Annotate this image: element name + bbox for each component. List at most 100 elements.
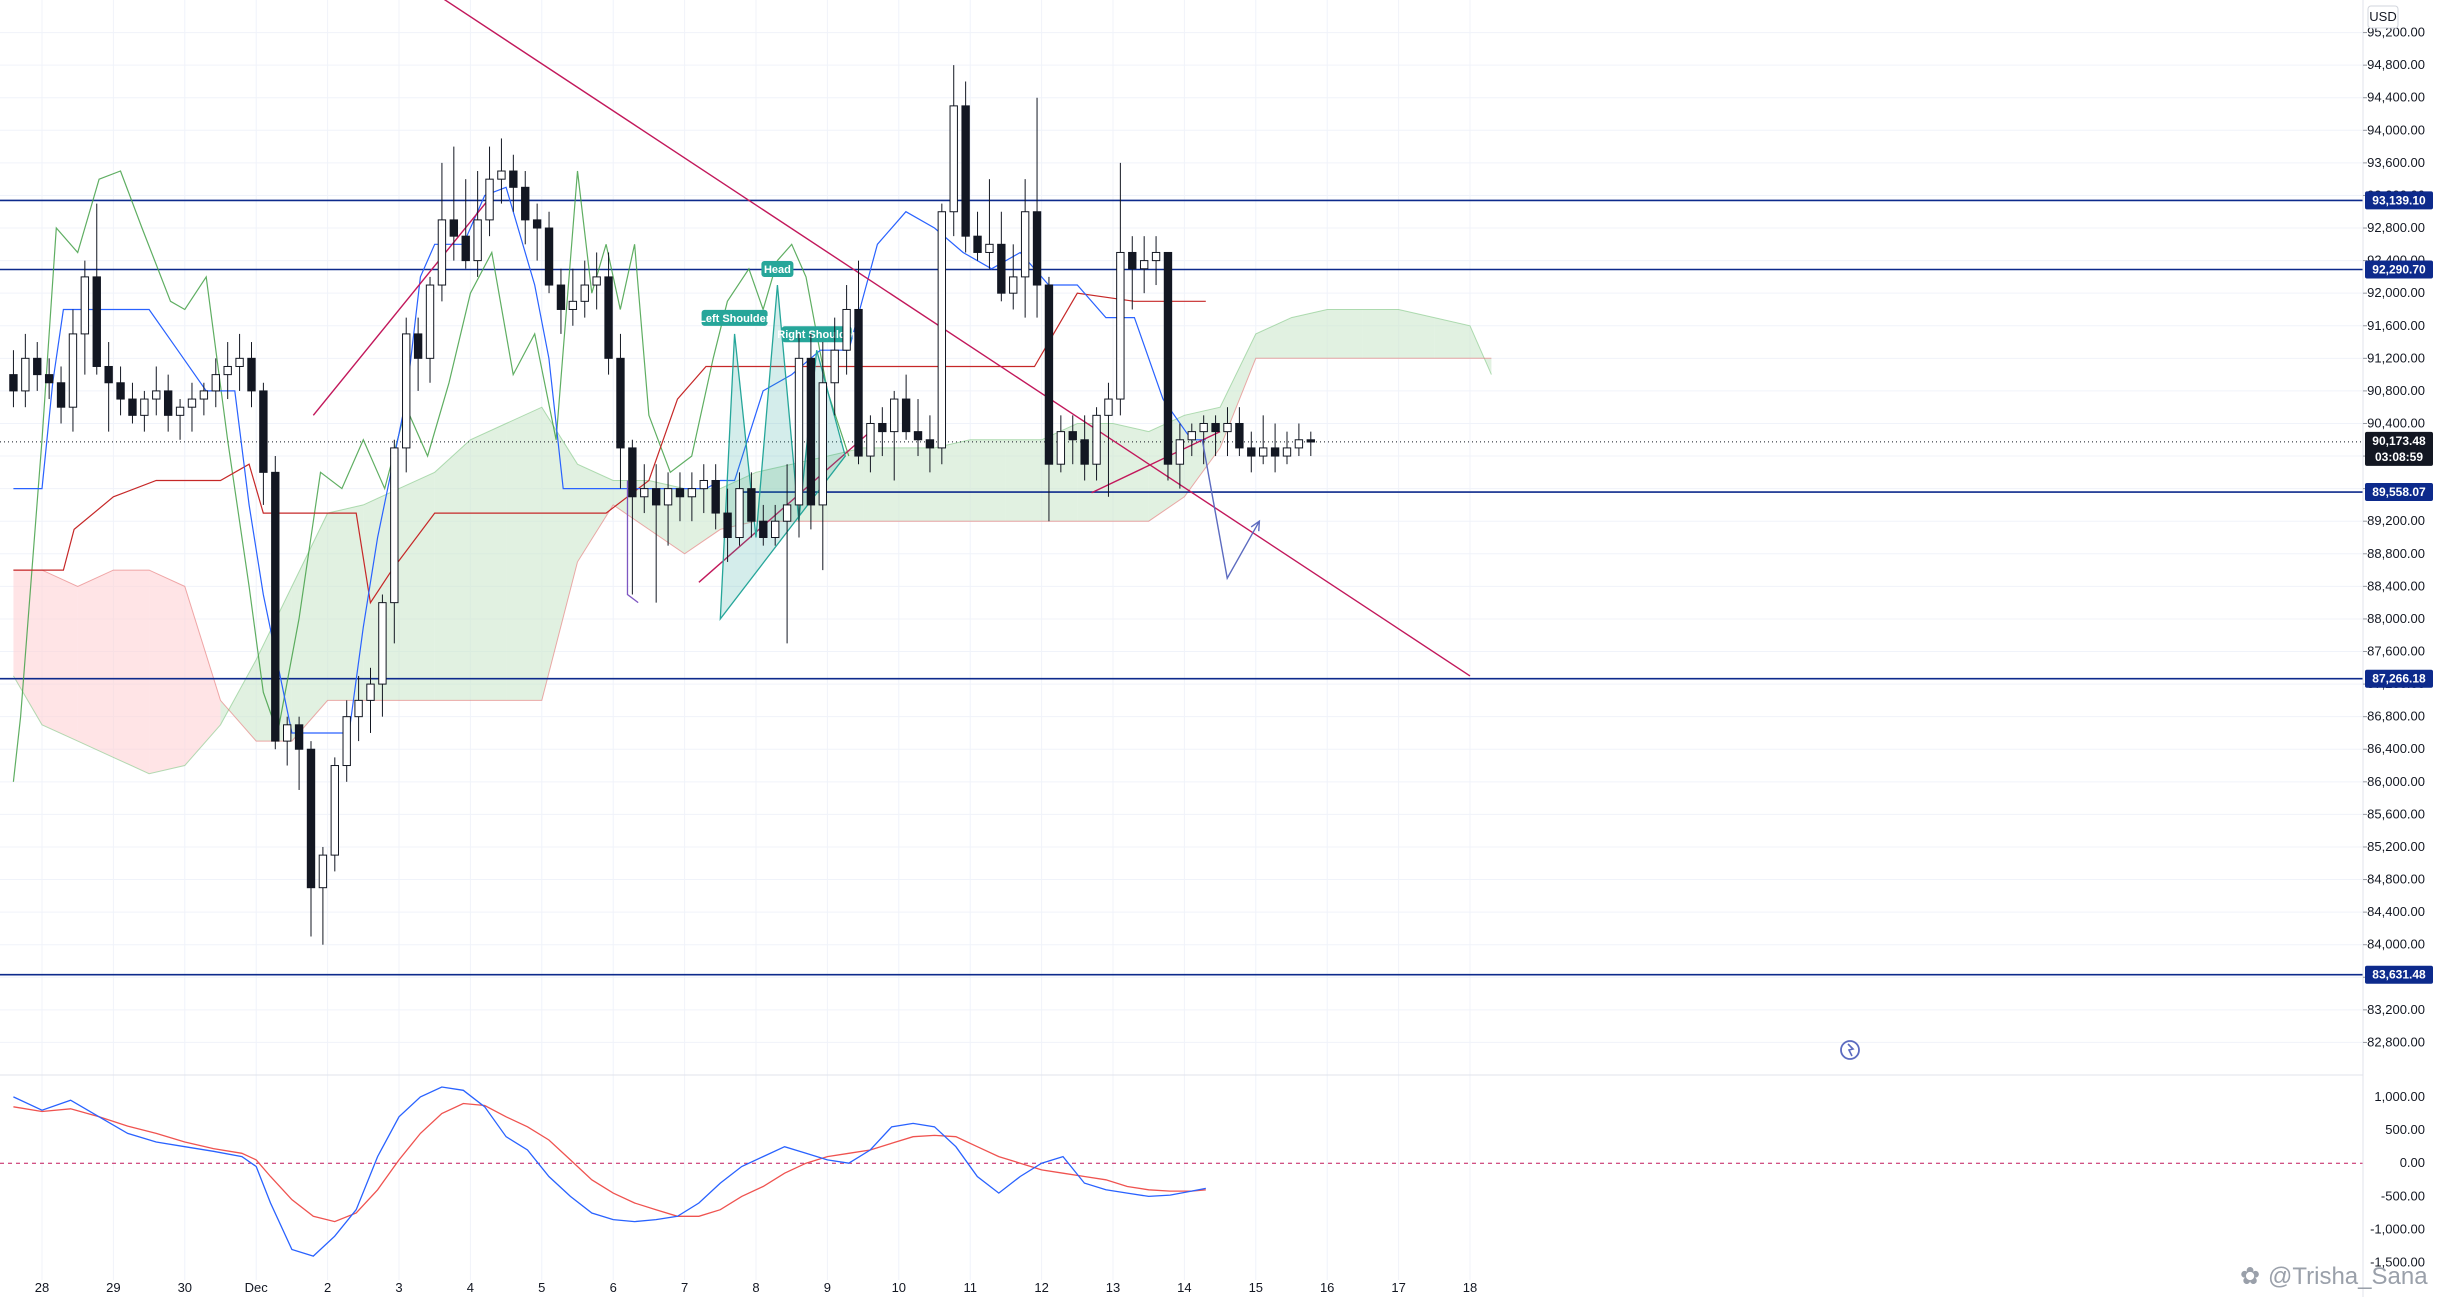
pattern-label-box[interactable] [701,309,768,326]
candle-body[interactable] [402,333,411,449]
candle-body[interactable] [140,398,149,416]
candle-body[interactable] [1223,422,1232,433]
candle-body[interactable] [1068,431,1077,441]
candle-body[interactable] [92,276,101,367]
candle-body[interactable] [842,308,851,351]
candle-body[interactable] [651,488,661,506]
candle-body[interactable] [271,471,280,742]
candle-body[interactable] [759,520,768,538]
candle-body[interactable] [675,488,685,498]
candle-body[interactable] [283,724,292,742]
candle-body[interactable] [663,488,673,506]
candle-body[interactable] [235,357,244,367]
price-axis[interactable]: 95,200.0094,800.0094,400.0094,000.0093,6… [2363,25,2425,1050]
candle-body[interactable] [175,406,185,416]
candle-body[interactable] [187,398,197,408]
candle-body[interactable] [925,439,935,449]
candle-body[interactable] [1128,251,1137,270]
candle-body[interactable] [1116,251,1125,400]
candle-body[interactable] [1270,447,1280,457]
candle-body[interactable] [1020,211,1030,278]
trendline[interactable] [312,195,493,416]
candle-body[interactable] [306,748,316,889]
pattern-label-box[interactable] [761,261,794,278]
candle-body[interactable] [1056,431,1066,465]
candle-body[interactable] [21,357,30,392]
candle-body[interactable] [437,219,447,286]
candle-body[interactable] [247,357,256,392]
candle-body[interactable] [1199,422,1208,433]
candle-body[interactable] [211,374,220,392]
candle-body[interactable] [1259,447,1268,457]
candle-body[interactable] [128,398,137,416]
candle-body[interactable] [223,365,232,376]
candle-body[interactable] [628,447,637,498]
candle-body[interactable] [1080,439,1089,465]
candle-body[interactable] [56,382,66,408]
candle-body[interactable] [973,235,982,253]
candle-body[interactable] [485,178,494,221]
candle-body[interactable] [44,374,54,384]
projection-path[interactable] [626,439,1261,604]
candle-body[interactable] [259,390,268,473]
candle-body[interactable] [818,382,827,506]
candle-body[interactable] [163,390,173,416]
candle-body[interactable] [830,349,839,384]
candle-body[interactable] [378,602,387,685]
candle-body[interactable] [521,186,530,221]
horizontal-levels[interactable] [0,199,2363,976]
candle-body[interactable] [699,479,708,490]
candle-body[interactable] [33,357,42,376]
candle-body[interactable] [104,365,113,384]
candle-body[interactable] [1247,447,1256,457]
candle-body[interactable] [1235,422,1244,449]
candle-body[interactable] [1187,431,1196,441]
candle-body[interactable] [937,211,947,449]
candle-body[interactable] [390,447,399,604]
candles[interactable] [9,65,1315,945]
candle-body[interactable] [1211,422,1220,433]
candle-body[interactable] [1032,211,1042,286]
candle-body[interactable] [806,357,816,506]
candle-body[interactable] [901,398,911,433]
trendline[interactable] [1091,430,1221,494]
candle-body[interactable] [556,284,566,310]
candle-body[interactable] [473,219,482,262]
time-axis[interactable]: 28 29 30 Dec 2 3 4 5 6 7 8 9 10 11 12 13 14 15 16 17 18 [35,1280,1477,1295]
candle-body[interactable] [794,357,804,506]
candle-body[interactable] [366,683,375,701]
candle-body[interactable] [985,243,994,253]
candle-body[interactable] [294,724,304,750]
candle-body[interactable] [1294,439,1304,449]
candle-body[interactable] [878,422,887,433]
candle-body[interactable] [1044,284,1054,465]
candle-body[interactable] [413,333,423,359]
candle-body[interactable] [580,284,589,302]
candle-body[interactable] [961,105,970,237]
candle-body[interactable] [532,219,542,229]
candle-body[interactable] [1175,439,1185,465]
candle-body[interactable] [592,276,601,286]
currency-box[interactable] [2367,5,2399,29]
candle-body[interactable] [711,479,720,514]
candle-body[interactable] [425,284,435,359]
candle-body[interactable] [318,854,328,889]
candle-body[interactable] [913,431,923,441]
candle-body[interactable] [735,488,744,538]
candle-body[interactable] [854,308,863,457]
candle-body[interactable] [687,488,697,498]
candle-body[interactable] [1104,398,1113,416]
candle-body[interactable] [723,512,732,538]
candle-body[interactable] [461,235,470,262]
candle-body[interactable] [1282,447,1292,457]
candle-body[interactable] [354,699,363,718]
candle-body[interactable] [509,170,518,188]
candle-body[interactable] [152,390,161,400]
candle-body[interactable] [199,390,209,400]
candle-body[interactable] [80,276,90,335]
candle-body[interactable] [497,170,506,180]
candle-body[interactable] [1009,276,1018,294]
candle-body[interactable] [116,382,125,400]
candle-body[interactable] [997,243,1006,294]
